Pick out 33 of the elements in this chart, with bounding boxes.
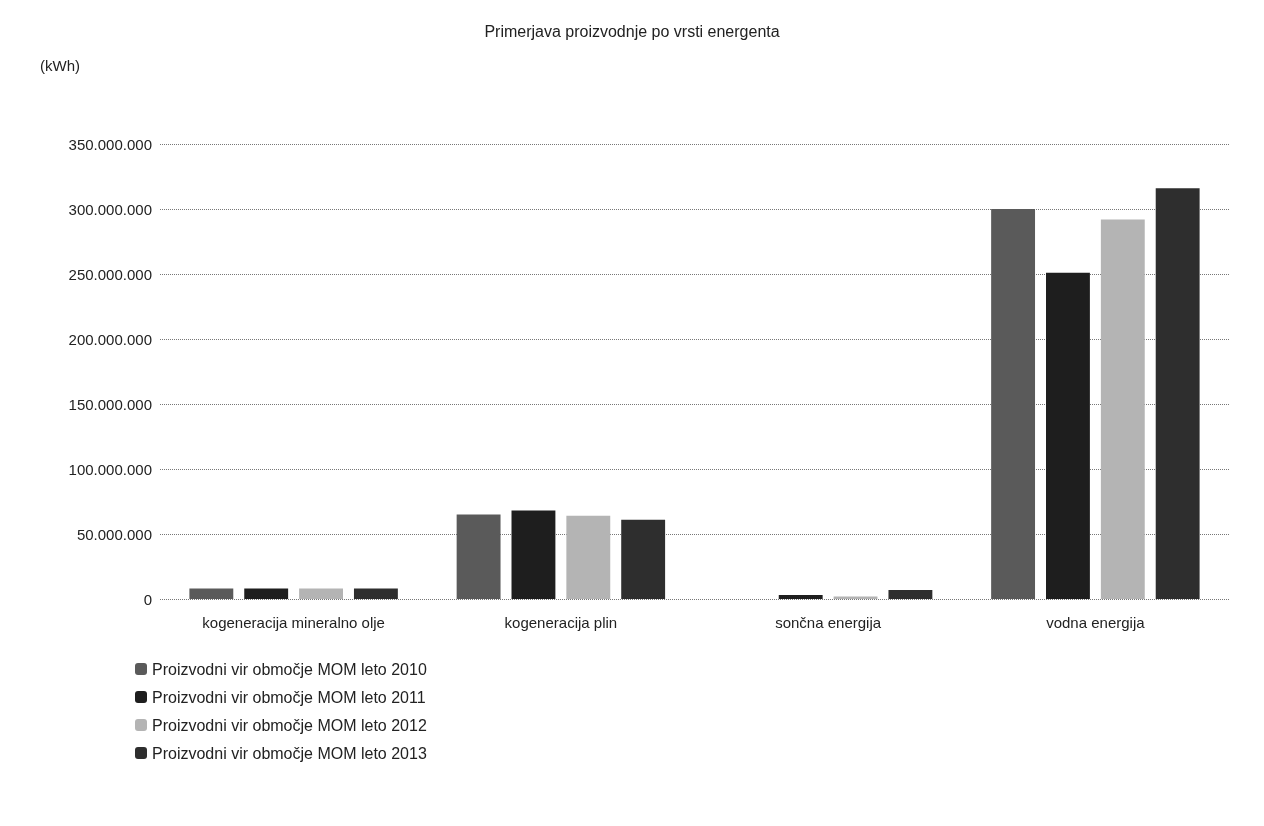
x-tick-label: kogeneracija mineralno olje [202,614,385,631]
y-tick-label: 100.000.000 [68,460,152,478]
bar [244,588,289,599]
bar [299,588,343,599]
legend-label: Proizvodni vir območje MOM leto 2010 [152,660,667,678]
x-tick-label: kogeneracija plin [504,614,618,631]
bar [511,510,556,599]
bar [833,596,878,599]
y-axis-title: (kWh) [40,57,80,74]
legend-label: Proizvodni vir območje MOM leto 2013 [152,744,667,762]
x-tick-label: sončna energija [775,614,882,631]
y-tick-label: 300.000.000 [68,200,152,218]
y-tick-label: 0 [143,590,152,608]
chart-title: Primerjava proizvodnje po vrsti energenta [484,22,780,40]
y-tick-label: 350.000.000 [68,135,152,153]
legend-label: Proizvodni vir območje MOM leto 2012 [152,716,667,734]
legend-label: Proizvodni vir območje MOM leto 2011 [152,688,666,706]
bar [1155,188,1200,599]
bar [888,589,933,599]
bar [621,519,666,599]
bar [778,595,823,599]
x-tick-label: vodna energija [1046,614,1146,631]
y-tick-label: 250.000.000 [68,265,152,283]
bar [991,209,1036,599]
bar [189,588,234,599]
bar [1046,272,1090,599]
y-tick-label: 150.000.000 [68,395,152,413]
y-tick-label: 50.000.000 [76,525,152,543]
bar [353,588,398,599]
bar [566,515,611,599]
bar [456,514,501,599]
bar [1100,219,1145,599]
y-tick-label: 200.000.000 [68,330,152,348]
